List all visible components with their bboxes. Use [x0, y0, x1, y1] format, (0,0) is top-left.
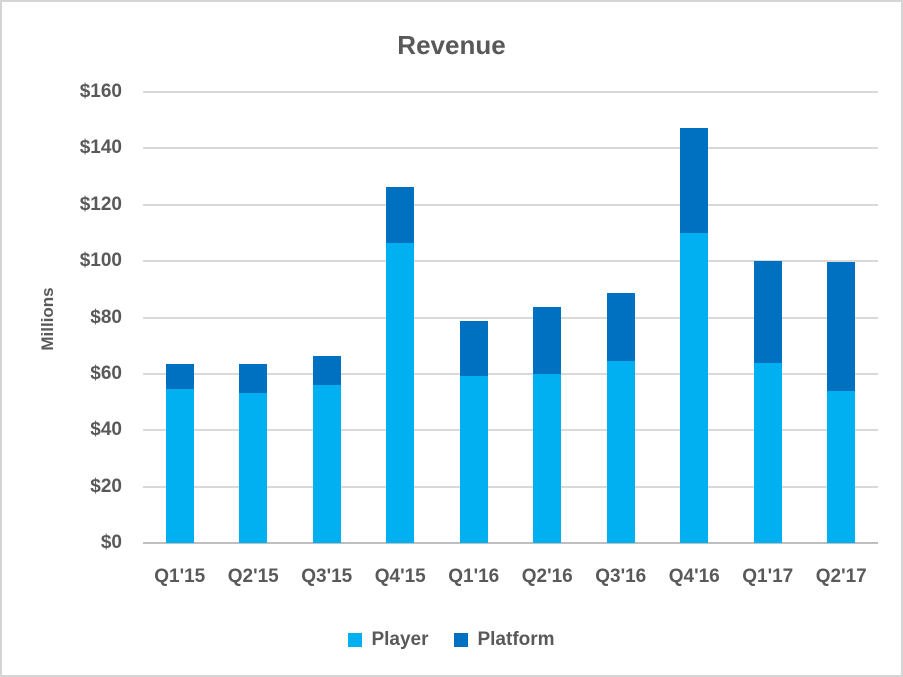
legend-swatch-platform	[454, 633, 469, 647]
x-axis-category-label: Q1'16	[448, 566, 500, 587]
bar-q117	[753, 260, 782, 543]
chart-title: Revenue	[397, 30, 506, 60]
y-axis-tick-label: $120	[79, 193, 122, 215]
bar-segment-player	[753, 363, 782, 543]
x-axis-category-label: Q1'17	[742, 566, 794, 587]
y-axis-tick-label: $40	[90, 419, 122, 441]
x-axis-category-label: Q2'15	[227, 566, 279, 587]
gridline	[143, 203, 878, 206]
x-axis-category-label: Q4'16	[668, 566, 720, 587]
x-axis-category-label: Q4'15	[374, 566, 426, 587]
chart-legend: Player Platform	[2, 629, 901, 651]
gridline	[143, 316, 878, 319]
bar-segment-player	[459, 375, 488, 543]
bar-segment-player	[827, 390, 856, 543]
x-axis-category-label: Q2'17	[815, 566, 867, 587]
legend-item-player: Player	[348, 629, 428, 651]
x-axis-category-label: Q3'16	[595, 566, 647, 587]
x-axis-line	[143, 542, 878, 544]
x-axis-category-label: Q3'15	[301, 566, 353, 587]
legend-label: Platform	[477, 629, 555, 650]
bar-segment-player	[312, 385, 341, 543]
gridline	[143, 485, 878, 488]
y-axis-tick-label: $160	[79, 81, 122, 102]
bar-segment-platform	[533, 306, 562, 374]
legend-label: Player	[371, 629, 429, 650]
bar-q315	[312, 355, 341, 543]
bar-segment-player	[239, 393, 268, 543]
gridline	[143, 147, 878, 150]
bar-segment-player	[606, 360, 635, 543]
bar-segment-platform	[459, 321, 488, 376]
y-axis-tick-label: $140	[79, 137, 122, 159]
plot-area	[143, 91, 878, 544]
bar-segment-player	[680, 232, 709, 543]
bar-segment-player	[533, 373, 562, 543]
bar-q416	[680, 127, 709, 543]
bar-q215	[239, 364, 268, 543]
bar-segment-player	[386, 242, 415, 543]
bar-q316	[606, 293, 635, 543]
y-axis-tick-label: $80	[90, 306, 122, 328]
bar-segment-platform	[312, 355, 341, 386]
legend-swatch-player	[348, 633, 363, 647]
bar-segment-platform	[386, 186, 415, 243]
bar-q115	[165, 364, 194, 543]
bar-segment-platform	[753, 260, 782, 364]
y-axis-tick-label: $0	[100, 532, 122, 553]
y-axis-tick-label: $20	[90, 475, 122, 497]
bar-segment-platform	[165, 364, 194, 390]
gridline	[143, 260, 878, 263]
bar-segment-platform	[680, 127, 709, 233]
bar-segment-player	[165, 389, 194, 543]
bar-q116	[459, 321, 488, 543]
bar-q415	[386, 186, 415, 543]
gridline	[143, 429, 878, 432]
y-axis-tick-label: $100	[79, 250, 122, 272]
bar-segment-platform	[239, 364, 268, 394]
gridline	[143, 91, 878, 93]
bar-q216	[533, 306, 562, 543]
x-axis-category-label: Q1'15	[154, 566, 206, 587]
legend-item-platform: Platform	[454, 629, 555, 651]
y-axis-tick-label: $60	[90, 362, 122, 384]
gridline	[143, 372, 878, 375]
x-axis-category-label: Q2'16	[521, 566, 573, 587]
bar-segment-platform	[606, 293, 635, 361]
bar-q217	[827, 262, 856, 543]
bar-segment-platform	[827, 262, 856, 391]
